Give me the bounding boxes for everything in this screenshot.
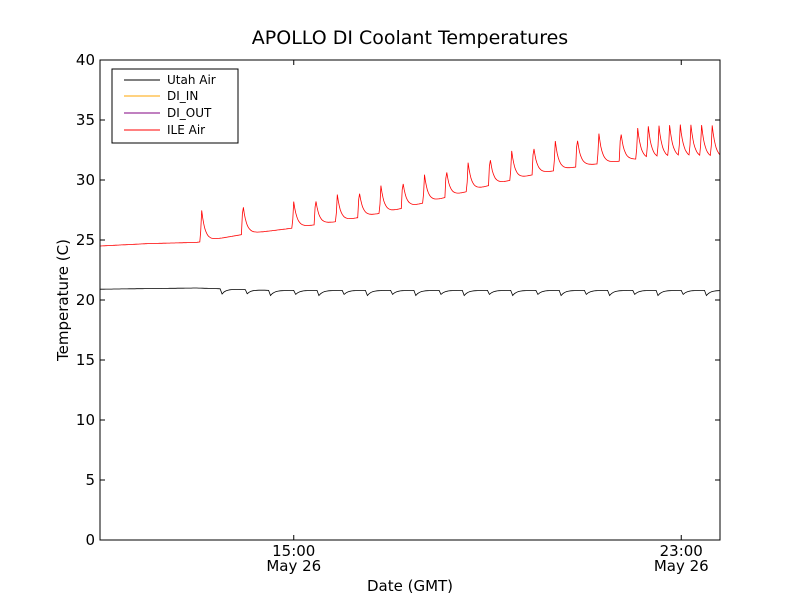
series-layer bbox=[100, 124, 721, 297]
y-axis-label: Temperature (C) bbox=[54, 239, 72, 362]
legend-label-utah-air: Utah Air bbox=[167, 73, 216, 87]
y-tick-label: 30 bbox=[76, 171, 95, 189]
legend: Utah Air DI_IN DI_OUT ILE Air bbox=[111, 68, 239, 144]
x-axis-label: Date (GMT) bbox=[367, 577, 453, 595]
legend-label-di-out: DI_OUT bbox=[167, 106, 212, 120]
legend-box bbox=[111, 68, 239, 144]
series-line-ile-air bbox=[100, 124, 721, 247]
y-tick-label: 5 bbox=[85, 471, 95, 489]
y-tick-label: 35 bbox=[76, 111, 95, 129]
y-tick-label: 20 bbox=[76, 291, 95, 309]
legend-label-di-in: DI_IN bbox=[167, 89, 198, 103]
y-tick-label: 40 bbox=[76, 51, 95, 69]
x-tick-date-label: May 26 bbox=[654, 557, 709, 575]
x-tick-time-label: 15:00 bbox=[272, 542, 315, 560]
y-tick-label: 15 bbox=[76, 351, 95, 369]
x-tick-date-label: May 26 bbox=[266, 557, 321, 575]
x-tick-time-label: 23:00 bbox=[660, 542, 703, 560]
y-tick-label: 25 bbox=[76, 231, 95, 249]
legend-label-ile-air: ILE Air bbox=[167, 123, 205, 137]
y-tick-label: 10 bbox=[76, 411, 95, 429]
plot-frame bbox=[99, 59, 721, 541]
series-line-utah-air bbox=[100, 287, 721, 297]
chart-title: APOLLO DI Coolant Temperatures bbox=[252, 27, 568, 49]
y-tick-label: 0 bbox=[85, 531, 95, 549]
